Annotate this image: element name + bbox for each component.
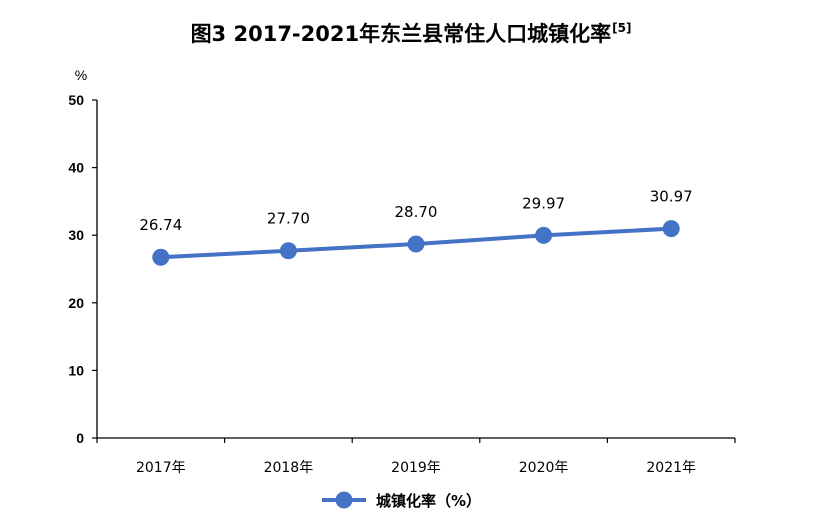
- data-point: [152, 248, 170, 266]
- data-label: 30.97: [650, 188, 693, 206]
- x-tick-label: 2018年: [264, 460, 314, 476]
- chart-title: 图3 2017-2021年东兰县常住人口城镇化率[5]: [0, 18, 822, 48]
- chart-title-reference: [5]: [612, 21, 632, 35]
- data-point: [279, 242, 297, 260]
- legend-label: 城镇化率（%）: [376, 492, 481, 510]
- series-layer: 26.74 27.70 28.70 29.97 30.97: [139, 188, 693, 266]
- y-tick-label: 40: [68, 160, 84, 176]
- data-point: [407, 235, 425, 253]
- y-axis-unit: %: [75, 67, 87, 83]
- y-tick-label: 50: [68, 92, 84, 108]
- legend-marker: [335, 491, 353, 509]
- x-tick-label: 2019年: [391, 460, 441, 476]
- x-tick-label: 2020年: [519, 460, 569, 476]
- legend: 城镇化率（%）: [322, 491, 481, 510]
- data-point: [662, 220, 680, 238]
- x-tick-label: 2017年: [136, 460, 186, 476]
- y-tick-label: 0: [76, 430, 84, 446]
- y-tick-label: 20: [68, 295, 84, 311]
- data-point: [535, 226, 553, 244]
- data-label: 29.97: [522, 194, 565, 212]
- data-label: 26.74: [139, 216, 182, 234]
- axes: 0 10 20 30 40 50 2017年 2018年 2019年 2020年 2021年: [68, 92, 736, 476]
- y-tick-label: 10: [68, 362, 84, 378]
- data-label: 28.70: [395, 203, 438, 221]
- data-label: 27.70: [267, 210, 310, 228]
- x-tick-label: 2021年: [646, 460, 696, 476]
- y-tick-label: 30: [68, 227, 84, 243]
- chart-title-text: 图3 2017-2021年东兰县常住人口城镇化率: [190, 22, 612, 46]
